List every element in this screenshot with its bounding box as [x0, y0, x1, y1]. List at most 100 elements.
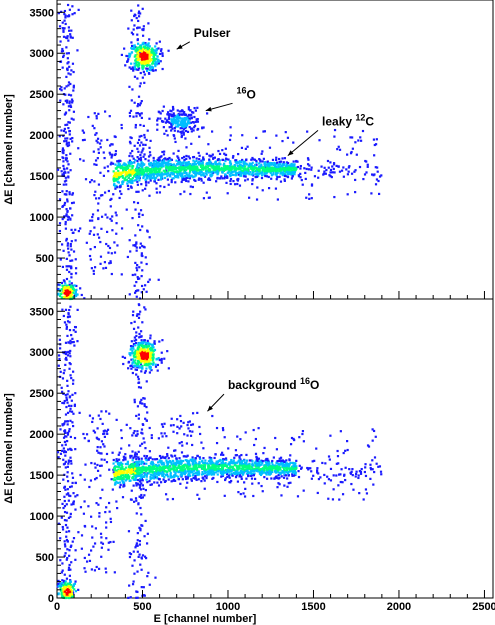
data-point	[91, 420, 94, 424]
data-point	[167, 466, 170, 469]
data-point	[128, 115, 132, 118]
data-point	[188, 117, 191, 120]
data-point	[58, 222, 62, 225]
data-point	[308, 193, 311, 196]
data-point	[237, 173, 241, 176]
data-point	[135, 46, 139, 49]
data-point	[184, 126, 187, 130]
data-point	[151, 162, 155, 165]
data-point	[176, 418, 179, 421]
data-point	[57, 522, 61, 525]
data-point	[135, 434, 138, 437]
data-point	[180, 471, 183, 474]
data-point	[214, 171, 217, 174]
data-point	[146, 54, 149, 58]
data-point	[349, 136, 352, 139]
data-point	[141, 166, 144, 169]
data-point	[173, 167, 176, 171]
data-point	[148, 450, 151, 453]
data-point	[166, 165, 169, 168]
data-point	[141, 7, 144, 10]
data-point	[69, 342, 72, 345]
data-point	[344, 449, 347, 452]
data-point	[69, 410, 72, 413]
data-point	[66, 480, 70, 483]
data-point	[287, 171, 290, 174]
data-point	[263, 166, 266, 169]
data-point	[66, 290, 69, 293]
data-point	[124, 172, 127, 175]
data-point	[141, 225, 144, 228]
data-point	[68, 574, 71, 577]
data-point	[219, 453, 223, 456]
data-point	[186, 115, 189, 118]
data-point	[376, 166, 379, 169]
data-point	[185, 176, 188, 179]
data-point	[61, 205, 65, 208]
data-point	[95, 114, 98, 118]
data-point	[116, 180, 119, 184]
data-point	[114, 187, 117, 190]
data-point	[146, 48, 149, 51]
data-point	[145, 69, 149, 72]
data-point	[62, 129, 66, 133]
data-point	[195, 159, 198, 163]
data-point	[144, 57, 147, 61]
data-point	[184, 475, 187, 478]
data-point	[62, 436, 66, 439]
data-point	[224, 159, 227, 163]
data-point	[123, 179, 126, 182]
data-point	[171, 127, 174, 130]
data-point	[134, 359, 137, 362]
data-point	[171, 467, 174, 470]
data-point	[105, 430, 108, 433]
data-point	[85, 241, 88, 244]
data-point	[72, 492, 75, 495]
data-point	[57, 12, 60, 15]
data-point	[182, 421, 185, 424]
data-point	[117, 475, 120, 479]
data-point	[142, 344, 145, 348]
data-point	[58, 294, 62, 298]
data-point	[176, 425, 179, 428]
data-point	[65, 530, 68, 533]
data-point	[143, 62, 146, 65]
data-point	[96, 427, 99, 430]
data-point	[187, 106, 190, 109]
data-point	[129, 160, 133, 164]
data-point	[181, 109, 184, 112]
data-point	[63, 485, 67, 488]
data-point	[183, 468, 187, 471]
data-point	[208, 464, 211, 467]
data-point	[99, 146, 102, 149]
data-point	[140, 339, 143, 342]
data-point	[122, 169, 125, 172]
data-point	[140, 171, 143, 174]
data-point	[133, 144, 136, 147]
data-point	[69, 35, 72, 38]
data-point	[72, 412, 75, 415]
data-point	[141, 60, 145, 63]
data-point	[94, 190, 97, 193]
data-point	[228, 476, 231, 479]
data-point	[142, 28, 145, 32]
data-point	[373, 154, 376, 157]
data-point	[255, 167, 258, 171]
data-point	[92, 272, 95, 275]
data-point	[66, 471, 69, 474]
data-point	[97, 414, 100, 417]
data-point	[169, 464, 172, 468]
data-point	[136, 350, 139, 354]
data-point	[128, 55, 131, 59]
data-point	[68, 315, 72, 318]
data-point	[221, 461, 225, 464]
data-point	[131, 167, 134, 170]
data-point	[66, 351, 69, 354]
data-point	[166, 350, 169, 353]
data-point	[160, 48, 163, 51]
data-point	[187, 468, 190, 471]
data-point	[108, 412, 111, 415]
data-point	[148, 342, 151, 345]
data-point	[149, 349, 153, 352]
data-point	[67, 448, 70, 451]
